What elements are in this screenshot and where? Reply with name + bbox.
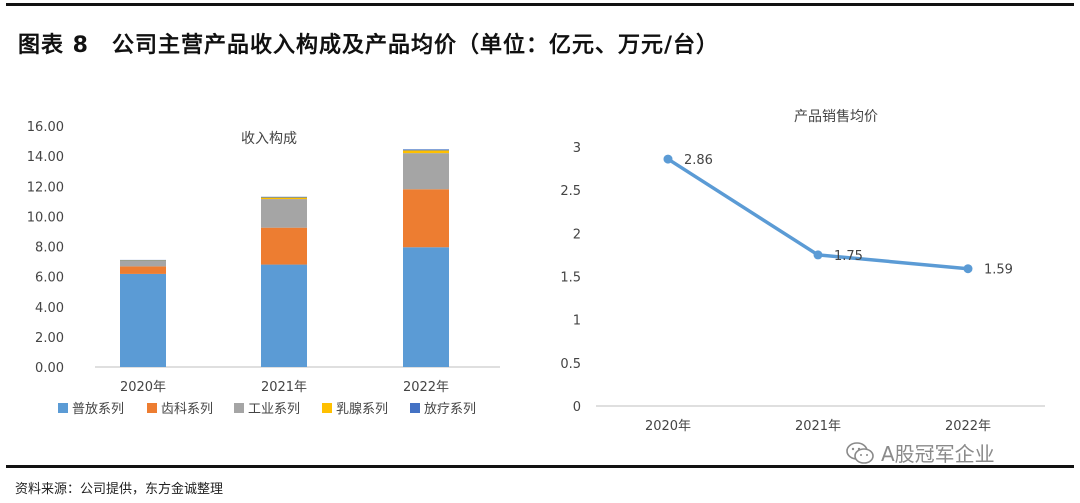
y-tick-label: 3 xyxy=(573,141,581,156)
bar-segment-5 xyxy=(120,259,166,261)
watermark: A股冠军企业 xyxy=(845,438,995,467)
bar-segment-4 xyxy=(403,150,449,154)
x-tick-label: 2022年 xyxy=(945,419,991,434)
legend-swatch xyxy=(234,403,244,413)
data-label: 1.59 xyxy=(984,263,1013,278)
bar-segment-5 xyxy=(403,149,449,151)
legend-swatch xyxy=(58,403,68,413)
data-point xyxy=(963,264,973,274)
y-tick-label: 6.00 xyxy=(35,271,64,286)
bar-segment-1 xyxy=(261,264,307,367)
legend-label: 乳腺系列 xyxy=(336,402,388,417)
bar-segment-2 xyxy=(403,189,449,248)
bar-segment-2 xyxy=(261,227,307,265)
y-tick-label: 0.00 xyxy=(35,361,64,376)
legend-label: 工业系列 xyxy=(248,402,300,417)
y-tick-label: 16.00 xyxy=(27,120,64,135)
x-tick-label: 2022年 xyxy=(403,380,449,395)
legend-label: 齿科系列 xyxy=(161,402,213,417)
x-tick-label: 2021年 xyxy=(261,380,307,395)
y-tick-label: 12.00 xyxy=(27,180,64,195)
data-point xyxy=(663,154,673,164)
y-tick-label: 10.00 xyxy=(27,210,64,225)
data-label: 2.86 xyxy=(684,153,713,168)
y-tick-label: 1 xyxy=(573,314,581,329)
right-chart-title: 产品销售均价 xyxy=(794,109,878,125)
bar-segment-3 xyxy=(120,260,166,267)
legend-label: 普放系列 xyxy=(72,402,124,417)
y-tick-label: 4.00 xyxy=(35,301,64,316)
figure-title: 图表 8 公司主营产品收入构成及产品均价（单位：亿元、万元/台） xyxy=(18,33,720,58)
watermark-text: A股冠军企业 xyxy=(881,442,995,466)
bar-segment-2 xyxy=(120,266,166,274)
bar-segment-3 xyxy=(261,199,307,228)
legend-swatch xyxy=(410,403,420,413)
bar-segment-5 xyxy=(261,196,307,198)
y-tick-label: 0.5 xyxy=(560,357,581,372)
source-note: 资料来源：公司提供，东方金诚整理 xyxy=(15,482,224,497)
y-tick-label: 2.5 xyxy=(560,184,581,199)
top-rule xyxy=(6,3,1074,6)
legend-swatch xyxy=(147,403,157,413)
legend-swatch xyxy=(322,403,332,413)
left-chart-title: 收入构成 xyxy=(241,131,297,147)
bar-segment-4 xyxy=(261,197,307,200)
y-tick-label: 1.5 xyxy=(560,271,581,286)
bottom-rule xyxy=(6,465,1074,468)
y-tick-label: 14.00 xyxy=(27,150,64,165)
wechat-icon xyxy=(846,441,874,464)
y-tick-label: 8.00 xyxy=(35,241,64,256)
y-tick-label: 2 xyxy=(573,227,581,242)
charts-canvas: 0.00 2.00 4.00 6.00 8.00 10.00 12.00 14.00 16.00… xyxy=(27,109,1045,434)
bar-segment-3 xyxy=(403,153,449,190)
data-point xyxy=(813,250,823,260)
x-tick-label: 2021年 xyxy=(795,419,841,434)
bar-segment-1 xyxy=(120,273,166,367)
x-tick-label: 2020年 xyxy=(120,380,166,395)
y-tick-label: 0 xyxy=(573,400,581,415)
bar-segment-1 xyxy=(403,247,449,367)
y-tick-label: 2.00 xyxy=(35,331,64,346)
x-tick-label: 2020年 xyxy=(645,419,691,434)
legend-label: 放疗系列 xyxy=(424,402,476,417)
bar-segment-4 xyxy=(120,260,166,261)
data-label: 1.75 xyxy=(834,249,863,264)
